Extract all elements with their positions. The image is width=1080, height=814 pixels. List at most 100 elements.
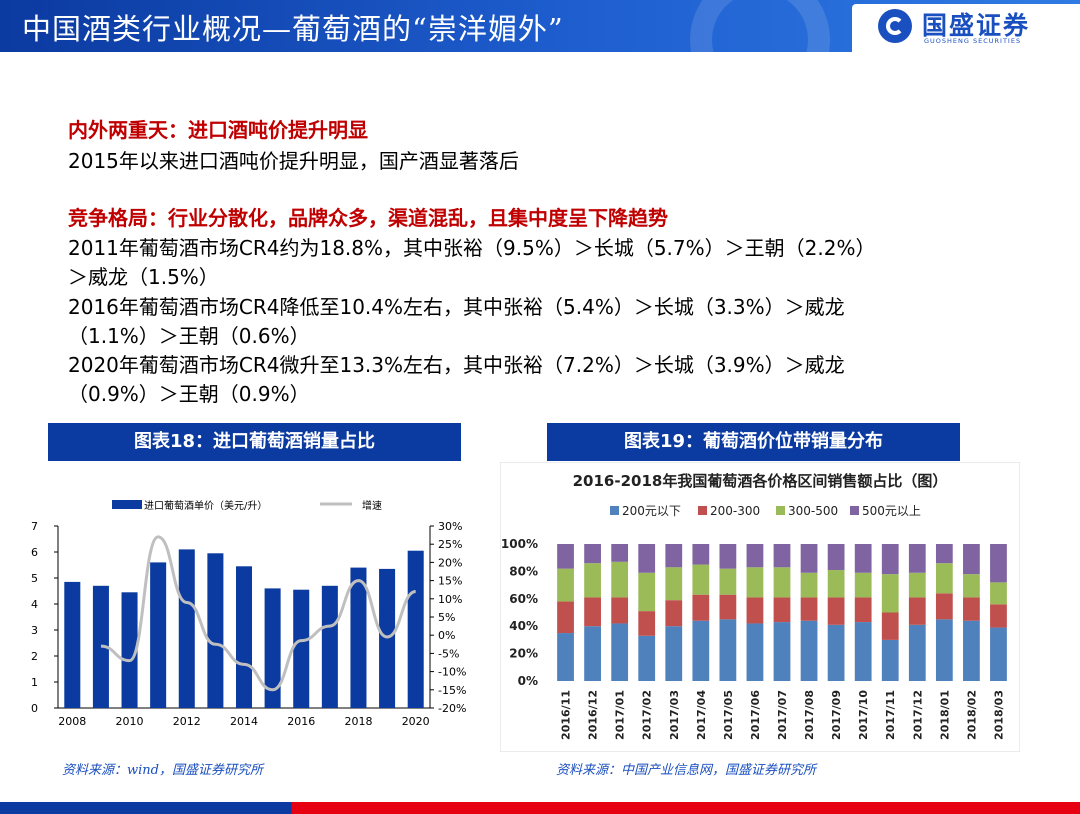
stacked-segment xyxy=(908,597,926,625)
x-tick-label: 2018/03 xyxy=(992,690,1005,740)
x-tick-label: 2017/12 xyxy=(911,690,924,740)
stacked-segment xyxy=(854,572,872,598)
y-right-tick-label: 15% xyxy=(438,575,462,588)
header-bar: 中国酒类行业概况—葡萄酒的“崇洋媚外” 国盛证券 GUOSHENG SECURI… xyxy=(0,0,1080,52)
stacked-segment xyxy=(963,597,980,621)
stacked-segment xyxy=(584,626,601,681)
stacked-segment xyxy=(881,544,899,575)
figure19-title: 图表19：葡萄酒价位带销量分布 xyxy=(547,423,960,461)
y-right-tick-label: -5% xyxy=(438,647,459,660)
y-tick-label: 0% xyxy=(518,674,538,688)
x-tick-label: 2008 xyxy=(58,715,86,728)
stacked-segment xyxy=(854,544,872,573)
stacked-segment xyxy=(638,572,656,612)
stacked-segment xyxy=(692,544,710,565)
stacked-segment xyxy=(746,597,764,624)
stacked-segment xyxy=(719,594,737,620)
page-title: 中国酒类行业概况—葡萄酒的“崇洋媚外” xyxy=(22,12,564,46)
stacked-segment xyxy=(990,582,1007,605)
stacked-segment xyxy=(935,593,953,620)
logo-mark-icon xyxy=(878,9,912,43)
stacked-segment xyxy=(611,597,629,624)
stacked-segment xyxy=(773,544,791,568)
y-right-tick-label: -10% xyxy=(438,666,466,679)
x-tick-label: 2020 xyxy=(402,715,430,728)
stacked-segment xyxy=(773,567,791,598)
stacked-segment xyxy=(963,620,980,681)
stacked-segment xyxy=(746,567,764,598)
stacked-segment xyxy=(990,544,1007,583)
stacked-segment xyxy=(827,597,845,625)
stacked-segment xyxy=(854,597,872,623)
legend-swatch xyxy=(610,506,619,515)
y-left-tick-label: 0 xyxy=(31,702,38,715)
bar xyxy=(235,566,253,708)
stacked-segment xyxy=(692,564,710,595)
stacked-segment xyxy=(800,597,818,621)
y-right-tick-label: 25% xyxy=(438,538,462,551)
stacked-segment xyxy=(557,633,574,681)
stacked-segment xyxy=(908,624,926,681)
stacked-segment xyxy=(935,544,953,564)
bar xyxy=(321,585,338,708)
stacked-segment xyxy=(827,570,845,598)
x-tick-label: 2018 xyxy=(344,715,372,728)
legend-label: 200-300 xyxy=(710,504,760,518)
y-right-tick-label: 10% xyxy=(438,593,462,606)
stacked-segment xyxy=(773,622,791,681)
stacked-segment xyxy=(611,561,629,598)
chart-unit-price: 0 1 2 3 4 5 6 7 -20% -15% -10% -5% 0% 5% 10% 15% 20% 25% 3… xyxy=(20,488,480,748)
stacked-segment xyxy=(665,544,683,568)
y-right-tick-label: 0% xyxy=(438,629,455,642)
section2-line: 2016年葡萄酒市场CR4降低至10.4%左右，其中张裕（5.4%）＞长城（3.… xyxy=(68,295,845,319)
stacked-segment xyxy=(719,544,737,569)
legend-label: 300-500 xyxy=(788,504,838,518)
x-tick-label: 2018/01 xyxy=(938,690,951,740)
y-tick-label: 80% xyxy=(509,564,538,578)
chart-price-band-svg: 2016-2018年我国葡萄酒各价格区间销售额占比（图） 200元以下 200-30… xyxy=(499,461,1021,753)
y-tick-label: 40% xyxy=(509,619,538,633)
stacked-segment xyxy=(719,568,737,595)
figure18-source: 资料来源：wind，国盛证券研究所 xyxy=(62,763,263,778)
stacked-segment xyxy=(692,594,710,621)
legend-label-line: 增速 xyxy=(362,499,382,512)
stacked-segment xyxy=(908,572,926,598)
legend-label: 500元以上 xyxy=(862,504,921,518)
x-tick-label: 2016/12 xyxy=(587,690,600,740)
stacked-segment xyxy=(638,635,656,681)
stacked-segment xyxy=(881,639,899,681)
x-tick-label: 2014 xyxy=(230,715,258,728)
legend-label-bar: 进口葡萄酒单价（美元/升） xyxy=(144,499,267,512)
x-tick-label: 2010 xyxy=(116,715,144,728)
stacked-segment xyxy=(665,626,683,681)
stacked-segment xyxy=(611,544,629,562)
stacked-segment xyxy=(557,601,574,634)
y-right-tick-label: 30% xyxy=(438,520,462,533)
y-right-tick-label: -20% xyxy=(438,702,466,715)
y-left-tick-label: 6 xyxy=(31,546,38,559)
chart-price-band: 2016-2018年我国葡萄酒各价格区间销售额占比（图） 200元以下 200-30… xyxy=(499,461,1021,753)
legend-swatch-bar xyxy=(112,500,142,509)
stacked-segment xyxy=(719,619,737,681)
stacked-segment xyxy=(746,623,764,681)
stacked-segment xyxy=(773,597,791,623)
stacked-segment xyxy=(963,574,980,598)
stacked-segment xyxy=(990,627,1007,681)
stacked-segment xyxy=(557,568,574,602)
y-left-tick-label: 3 xyxy=(31,624,38,637)
stacked-segment xyxy=(746,544,764,568)
stacked-segment xyxy=(827,624,845,681)
section2-line: 2020年葡萄酒市场CR4微升至13.3%左右，其中张裕（7.2%）＞长城（3.… xyxy=(68,353,845,377)
x-tick-label: 2012 xyxy=(173,715,201,728)
bar xyxy=(64,581,81,708)
x-tick-label: 2017/04 xyxy=(695,690,708,740)
x-tick-label: 2017/05 xyxy=(722,690,735,740)
stacked-segment xyxy=(935,619,953,681)
figure19-source: 资料来源：中国产业信息网，国盛证券研究所 xyxy=(556,763,817,778)
x-tick-label: 2018/02 xyxy=(965,690,978,740)
y-right-tick-label: 20% xyxy=(438,556,462,569)
section2-line: （1.1%）＞王朝（0.6%） xyxy=(68,324,310,348)
x-tick-label: 2017/07 xyxy=(776,690,789,740)
bar xyxy=(92,585,109,708)
bar xyxy=(121,592,138,708)
